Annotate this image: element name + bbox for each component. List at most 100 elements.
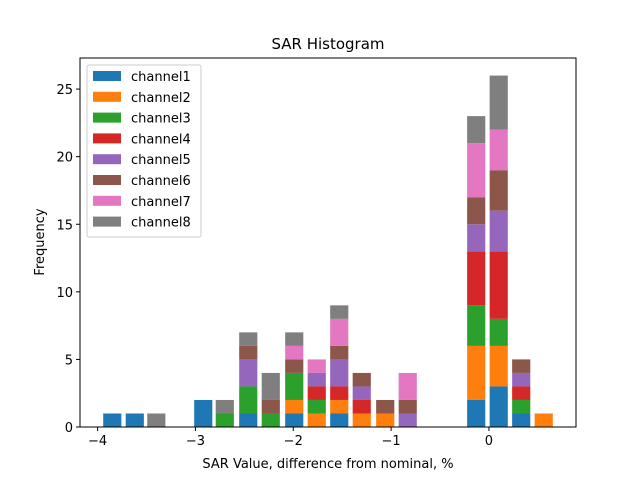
- bar-channel3-bin-13: [467, 305, 486, 346]
- legend-box: [86, 64, 202, 238]
- bar-channel8-bin-2: [147, 413, 166, 427]
- bar-channel6-bin-5: [239, 345, 258, 360]
- bar-channel3-bin-8: [307, 399, 326, 414]
- bar-channel8-bin-13: [467, 116, 486, 144]
- plot-frame: [79, 57, 577, 428]
- bar-channel5-bin-15: [512, 372, 531, 387]
- x-tick-label: −2: [284, 434, 303, 449]
- bar-channel6-bin-9: [330, 345, 349, 360]
- bar-channel5-bin-12: [398, 413, 417, 427]
- bar-channel2-bin-9: [330, 399, 349, 414]
- bar-channel7-bin-8: [307, 359, 326, 373]
- bar-channel3-bin-14: [489, 318, 508, 346]
- bar-channel8-bin-6: [261, 372, 280, 400]
- legend-swatch-channel2: [93, 91, 121, 102]
- legend-label-channel2: channel2: [131, 91, 191, 106]
- x-axis-label: SAR Value, difference from nominal, %: [202, 457, 453, 472]
- bar-channel4-bin-10: [352, 399, 371, 414]
- bar-channel7-bin-14: [489, 129, 508, 171]
- bar-channel7-bin-13: [467, 143, 486, 198]
- bar-channel1-bin-0: [103, 413, 122, 427]
- legend-label-channel5: channel5: [131, 153, 191, 168]
- legend-label-channel3: channel3: [131, 112, 191, 127]
- bar-channel5-bin-13: [467, 224, 486, 252]
- y-tick-label: 15: [56, 218, 73, 233]
- legend-swatch-channel1: [93, 71, 121, 81]
- bar-channel1-bin-9: [330, 413, 349, 427]
- legend-swatch-channel8: [93, 216, 121, 227]
- bar-channel8-bin-9: [330, 305, 349, 319]
- bar-channel3-bin-15: [512, 399, 531, 414]
- bar-channel6-bin-12: [398, 399, 417, 414]
- x-tick-label: −4: [88, 434, 107, 449]
- y-tick-label: 0: [65, 421, 73, 436]
- bar-channel4-bin-13: [467, 251, 486, 306]
- bar-channel8-bin-5: [239, 332, 258, 346]
- bar-channel1-bin-13: [467, 399, 486, 427]
- bar-channel7-bin-7: [285, 345, 304, 360]
- bar-channel2-bin-16: [534, 413, 553, 427]
- x-tick-label: 0: [485, 434, 493, 449]
- bar-channel8-bin-4: [215, 399, 234, 414]
- legend-swatch-channel6: [93, 175, 121, 185]
- bar-channel2-bin-11: [376, 413, 395, 427]
- bar-channel5-bin-5: [239, 359, 258, 387]
- bar-channel6-bin-15: [512, 359, 531, 373]
- bar-channel5-bin-14: [489, 210, 508, 252]
- chart-title: SAR Histogram: [271, 35, 384, 53]
- bar-channel2-bin-14: [489, 345, 508, 387]
- bar-channel6-bin-14: [489, 170, 508, 211]
- legend-label-channel1: channel1: [131, 70, 191, 85]
- bar-channel1-bin-14: [489, 386, 508, 427]
- bar-channel1-bin-15: [512, 413, 531, 427]
- bar-channel2-bin-7: [285, 399, 304, 414]
- y-tick-label: 20: [56, 151, 73, 166]
- bar-channel1-bin-1: [125, 413, 144, 427]
- y-axis-label: Frequency: [33, 208, 48, 275]
- bar-channel3-bin-6: [261, 413, 280, 427]
- legend-swatch-channel4: [93, 133, 121, 144]
- x-tick-label: −3: [186, 434, 205, 449]
- legend-swatch-channel5: [93, 154, 121, 165]
- y-tick-label: 5: [65, 353, 73, 368]
- bar-channel6-bin-7: [285, 359, 304, 373]
- bar-channel4-bin-14: [489, 251, 508, 319]
- bar-channel3-bin-4: [215, 413, 234, 427]
- legend-label-channel4: channel4: [131, 132, 191, 147]
- bar-channel3-bin-7: [285, 372, 304, 400]
- bar-channel1-bin-7: [285, 413, 304, 427]
- bar-channel6-bin-6: [261, 399, 280, 414]
- bar-channel1-bin-5: [239, 413, 258, 427]
- bar-channel5-bin-8: [307, 372, 326, 387]
- bar-channel5-bin-10: [352, 386, 371, 400]
- bar-channel8-bin-7: [285, 332, 304, 346]
- bar-channel4-bin-9: [330, 386, 349, 400]
- bars-group: [103, 75, 553, 427]
- bar-channel8-bin-14: [489, 75, 508, 130]
- legend-swatch-channel3: [93, 112, 121, 123]
- y-axis-ticks: 0 5 10 15 20 25: [56, 83, 80, 436]
- bar-channel2-bin-8: [307, 413, 326, 427]
- bar-channel4-bin-15: [512, 386, 531, 400]
- bar-channel4-bin-8: [307, 386, 326, 400]
- bar-channel6-bin-11: [376, 399, 395, 414]
- bar-channel3-bin-5: [239, 386, 258, 414]
- legend-swatch-channel7: [93, 195, 121, 206]
- bar-channel5-bin-9: [330, 359, 349, 387]
- bar-channel7-bin-12: [398, 372, 417, 400]
- bar-channel7-bin-9: [330, 318, 349, 346]
- bar-channel6-bin-10: [352, 372, 371, 387]
- bar-channel2-bin-10: [352, 413, 371, 427]
- bar-channel6-bin-13: [467, 197, 486, 225]
- legend: channel1 channel2 channel3 channel4 channel5…: [86, 64, 202, 238]
- legend-label-channel8: channel8: [131, 216, 191, 231]
- bar-channel2-bin-13: [467, 345, 486, 400]
- legend-label-channel7: channel7: [131, 195, 191, 210]
- y-tick-label: 10: [56, 286, 73, 301]
- x-tick-label: −1: [382, 434, 401, 449]
- bar-channel1-bin-3: [194, 399, 213, 427]
- y-tick-label: 25: [56, 83, 73, 98]
- legend-label-channel6: channel6: [131, 174, 191, 189]
- x-axis-ticks: −4 −3 −2 −1 0: [88, 427, 493, 449]
